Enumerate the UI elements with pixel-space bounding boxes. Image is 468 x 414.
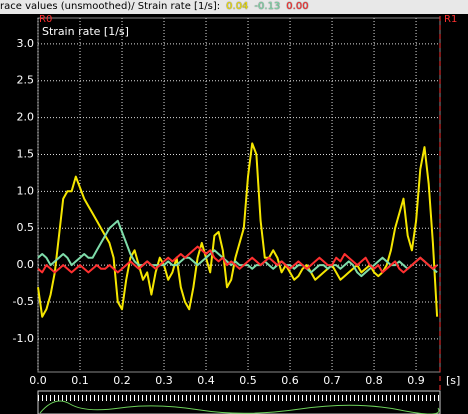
header-bar: race values (unsmoothed)/ Strain rate [1… bbox=[0, 0, 468, 14]
x-tick-label: 0.5 bbox=[239, 374, 257, 387]
x-tick-label: 0.6 bbox=[281, 374, 299, 387]
y-tick-label: 2.0 bbox=[17, 111, 35, 124]
x-unit-label: [s] bbox=[446, 374, 460, 387]
readout: 0.04 bbox=[226, 1, 249, 12]
plot-background bbox=[0, 14, 468, 414]
marker-label: R1 bbox=[444, 14, 457, 25]
series-line bbox=[37, 219, 438, 278]
y-tick-label: 1.5 bbox=[17, 147, 35, 160]
x-tick-label: 0.8 bbox=[365, 374, 383, 387]
y-tick-label: 0.5 bbox=[17, 221, 35, 234]
x-tick-label: 0.2 bbox=[113, 374, 131, 387]
x-tick-label: 0.1 bbox=[71, 374, 89, 387]
ecg-trace bbox=[39, 400, 440, 414]
y-tick-label: -1.0 bbox=[13, 332, 34, 345]
x-tick-label: 0.0 bbox=[29, 374, 47, 387]
y-tick-label: 2.5 bbox=[17, 74, 35, 87]
header-title: race values (unsmoothed)/ Strain rate [1… bbox=[0, 1, 221, 12]
y-tick-label: 1.0 bbox=[17, 184, 35, 197]
x-tick-label: 0.7 bbox=[323, 374, 341, 387]
ecg-strip bbox=[37, 390, 441, 414]
y-tick-label: -0.5 bbox=[13, 295, 34, 308]
readout: 0.00 bbox=[286, 1, 309, 12]
y-tick-label: 3.0 bbox=[17, 37, 35, 50]
x-tick-label: 0.3 bbox=[155, 374, 173, 387]
series-line bbox=[37, 245, 438, 274]
grid bbox=[37, 18, 440, 372]
readout: -0.13 bbox=[254, 1, 281, 12]
y-axis-label: Strain rate [1/s] bbox=[42, 25, 129, 38]
marker-label: R0 bbox=[39, 14, 52, 25]
x-tick-label: 0.4 bbox=[197, 374, 215, 387]
y-tick-label: 0.0 bbox=[17, 258, 35, 271]
x-tick-label: 0.9 bbox=[407, 374, 425, 387]
